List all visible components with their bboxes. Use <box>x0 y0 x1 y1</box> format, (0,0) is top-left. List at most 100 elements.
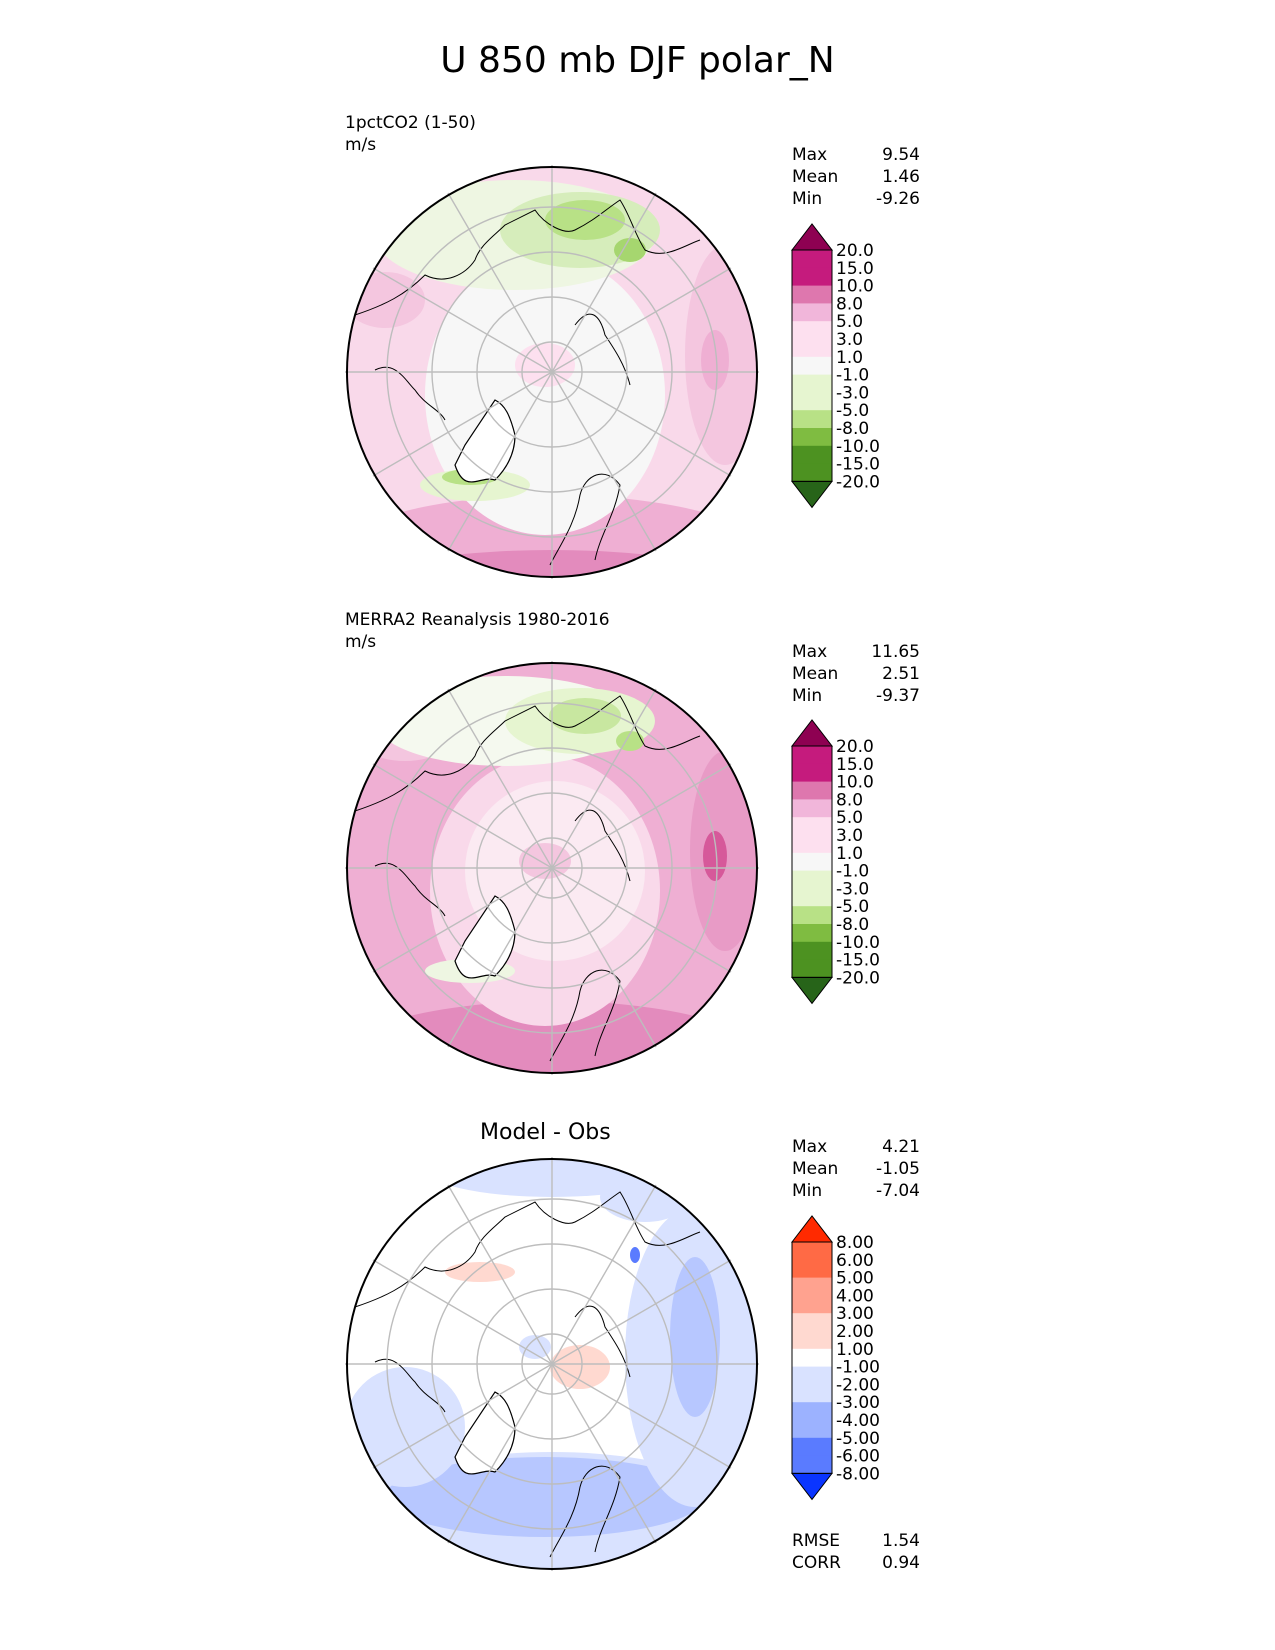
panel-1-colorbar-tick-label: -20.0 <box>836 472 880 492</box>
panel-2-colorbar-tick-label: -8.0 <box>836 915 869 935</box>
panel-2-stats: Max 11.65 Mean 2.51 Min -9.37 <box>792 641 920 707</box>
panel-2-colorbar-band <box>792 781 832 800</box>
panel-1-colorbar-tick-label: 1.0 <box>836 348 863 368</box>
panel-1-colorbar-band <box>792 392 832 411</box>
panel-1-colorbar-tick-label: 3.0 <box>836 330 863 350</box>
panel-3-colorbar-extend-min <box>790 1472 834 1501</box>
panel-3-colorbar-tick-label: -6.00 <box>836 1447 880 1467</box>
stat-mean-value: 2.51 <box>882 664 920 684</box>
panel-3-polar-map <box>345 1157 759 1571</box>
stat-corr-value: 0.94 <box>882 1553 920 1573</box>
stat-min-value: -9.37 <box>876 686 920 706</box>
panel-2-graticule <box>345 661 759 1075</box>
stat-max-label: Max <box>792 1137 828 1157</box>
panel-3-colorbar-band <box>792 1420 832 1439</box>
panel-2-colorbar-tick-label: -20.0 <box>836 968 880 988</box>
panel-2-colorbar-tick-label: -15.0 <box>836 951 880 971</box>
panel-2-colorbar-band <box>792 746 832 765</box>
panel-1-colorbar-tick-label: 15.0 <box>836 259 874 279</box>
panel-3-colorbar-band <box>792 1366 832 1385</box>
panel-1-colorbar-tick-label: -5.0 <box>836 401 869 421</box>
panel-3-colorbar-outline <box>791 1241 833 1474</box>
panel-1-colorbar-band <box>792 428 832 447</box>
panel-1-polar-map <box>345 165 759 579</box>
panel-1-colorbar-band <box>792 410 832 429</box>
panel-2-colorbar-band <box>792 924 832 943</box>
stat-mean-value: -1.05 <box>876 1159 920 1179</box>
panel-1-label: 1pctCO2 (1-50) <box>345 113 476 133</box>
stat-min-label: Min <box>792 189 823 209</box>
panel-1-colorbar-band <box>792 463 832 482</box>
panel-3-colorbar-band <box>792 1402 832 1421</box>
panel-2-colorbar-band <box>792 799 832 818</box>
panel-2-colorbar-tick-label: -1.0 <box>836 862 869 882</box>
panel-1-colorbar-band <box>792 356 832 376</box>
panel-3-title: Model - Obs <box>480 1120 611 1145</box>
panel-2-colorbar-tick-label: -5.0 <box>836 897 869 917</box>
panel-1-colorbar-tick-label: -15.0 <box>836 455 880 475</box>
panel-2-colorbar-band <box>792 959 832 978</box>
panel-3-colorbar-tick-label: 8.00 <box>836 1233 874 1253</box>
panel-1-colorbar-band <box>792 321 832 340</box>
panel-2-colorbar-tick-label: -10.0 <box>836 933 880 953</box>
panel-3-colorbar-band <box>792 1331 832 1350</box>
panel-3-stats: Max 4.21 Mean -1.05 Min -7.04 <box>792 1136 920 1202</box>
panel-2-colorbar-extend-max <box>790 719 834 747</box>
panel-3-colorbar-band <box>792 1277 832 1296</box>
panel-2-colorbar-tick-label: 3.0 <box>836 826 863 846</box>
panel-1-colorbar-band <box>792 374 832 393</box>
panel-3-colorbar-tick-label: -1.00 <box>836 1358 880 1378</box>
panel-2-colorbar-tick-label: 20.0 <box>836 737 874 757</box>
panel-3-colorbar-tick-label: -4.00 <box>836 1411 880 1431</box>
panel-3-colorbar-band <box>792 1455 832 1474</box>
stat-rmse-label: RMSE <box>792 1531 841 1551</box>
stat-min-label: Min <box>792 1181 823 1201</box>
panel-2-colorbar-extend-min <box>790 976 834 1005</box>
panel-2-colorbar-band <box>792 835 832 854</box>
panel-3-colorbar-tick-label: 6.00 <box>836 1251 874 1271</box>
panel-2-colorbar: 20.015.010.08.05.03.01.0-1.0-3.0-5.0-8.0… <box>790 719 880 1005</box>
panel-1-colorbar-tick-label: 8.0 <box>836 294 863 314</box>
panel-1-colorbar-band <box>792 303 832 322</box>
stat-max-label: Max <box>792 145 828 165</box>
panel-3-colorbar-band <box>792 1295 832 1314</box>
panel-1-colorbar-tick-label: 5.0 <box>836 312 863 332</box>
panel-1-colorbar: 20.015.010.08.05.03.01.0-1.0-3.0-5.0-8.0… <box>790 223 880 509</box>
stat-min-value: -7.04 <box>876 1181 920 1201</box>
stat-min-label: Min <box>792 686 823 706</box>
panel-2-polar-map <box>345 661 759 1075</box>
panel-3-colorbar-band <box>792 1259 832 1279</box>
stat-min-value: -9.26 <box>876 189 920 209</box>
panel-2-colorbar-band <box>792 906 832 925</box>
panel-1-stats: Max 9.54 Mean 1.46 Min -9.26 <box>792 144 920 210</box>
panel-2-colorbar-tick-label: 15.0 <box>836 755 874 775</box>
stat-corr-label: CORR <box>792 1553 841 1573</box>
panel-1-colorbar-band <box>792 250 832 269</box>
panel-1-units: m/s <box>345 135 377 155</box>
panel-1-header: 1pctCO2 (1-50) m/s <box>345 112 476 156</box>
panel-2-colorbar-band <box>792 941 832 961</box>
panel-3-colorbar-band <box>792 1242 832 1261</box>
panel-2-colorbar-tick-label: 8.0 <box>836 790 863 810</box>
panel-1-colorbar-band <box>792 339 832 358</box>
panel-3-colorbar-band <box>792 1313 832 1332</box>
panel-1-colorbar-outline <box>791 249 833 482</box>
panel-1-graticule <box>345 165 759 579</box>
panel-1-colorbar-band <box>792 267 832 287</box>
panel-3-colorbar-tick-label: 1.00 <box>836 1340 874 1360</box>
panel-3-graticule <box>345 1157 759 1571</box>
panel-3-colorbar-band <box>792 1348 832 1368</box>
figure-title: U 850 mb DJF polar_N <box>440 40 835 81</box>
panel-2-colorbar-tick-label: 1.0 <box>836 844 863 864</box>
panel-3-colorbar-tick-label: 4.00 <box>836 1286 874 1306</box>
stat-mean-label: Mean <box>792 167 839 187</box>
panel-1-colorbar-tick-label: -3.0 <box>836 383 869 403</box>
panel-1-colorbar-tick-label: 10.0 <box>836 277 874 297</box>
panel-1-colorbar-extend-max <box>790 223 834 251</box>
panel-2-colorbar-outline <box>791 745 833 978</box>
panel-3-colorbar-tick-label: -2.00 <box>836 1375 880 1395</box>
panel-2-colorbar-tick-label: 5.0 <box>836 808 863 828</box>
panel-3-colorbar-extend-max <box>790 1215 834 1243</box>
panel-3-skill-stats: RMSE 1.54 CORR 0.94 <box>792 1530 920 1574</box>
panel-2-colorbar-band <box>792 817 832 836</box>
